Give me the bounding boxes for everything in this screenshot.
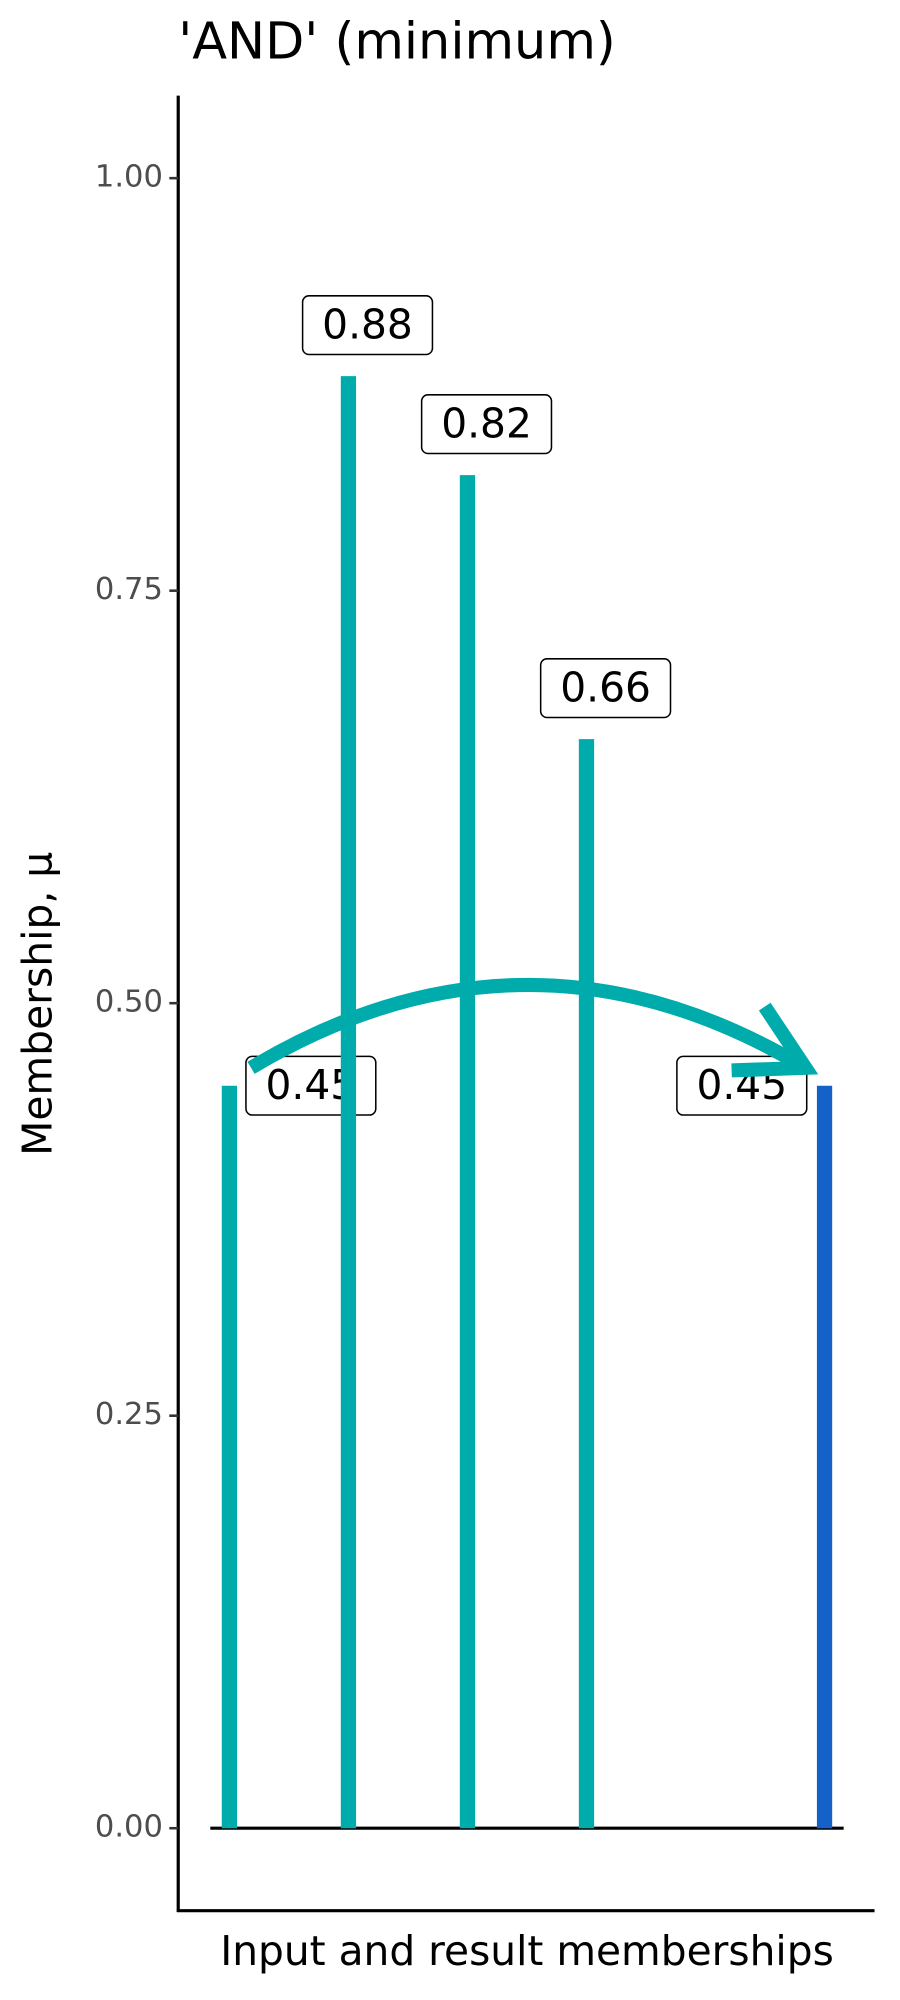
value-label: 0.82 (441, 400, 532, 448)
y-tick-label: 0.25 (95, 1397, 163, 1432)
y-tick-label: 0.50 (95, 985, 163, 1020)
chart-title: 'AND' (minimum) (178, 13, 616, 72)
label-box (301, 295, 434, 356)
y-tick-label: 0.00 (95, 1810, 163, 1845)
x-axis-title: Input and result memberships (220, 1927, 834, 1975)
y-axis-title: Membership, μ (14, 852, 62, 1156)
label-box (539, 658, 672, 719)
y-tick-label: 0.75 (95, 572, 163, 607)
value-label: 0.88 (322, 301, 413, 349)
value-label: 0.66 (560, 664, 651, 712)
arrow-head (731, 1002, 819, 1078)
arrow (247, 978, 810, 1074)
label-box (420, 394, 553, 455)
y-tick-label: 1.00 (95, 160, 163, 195)
